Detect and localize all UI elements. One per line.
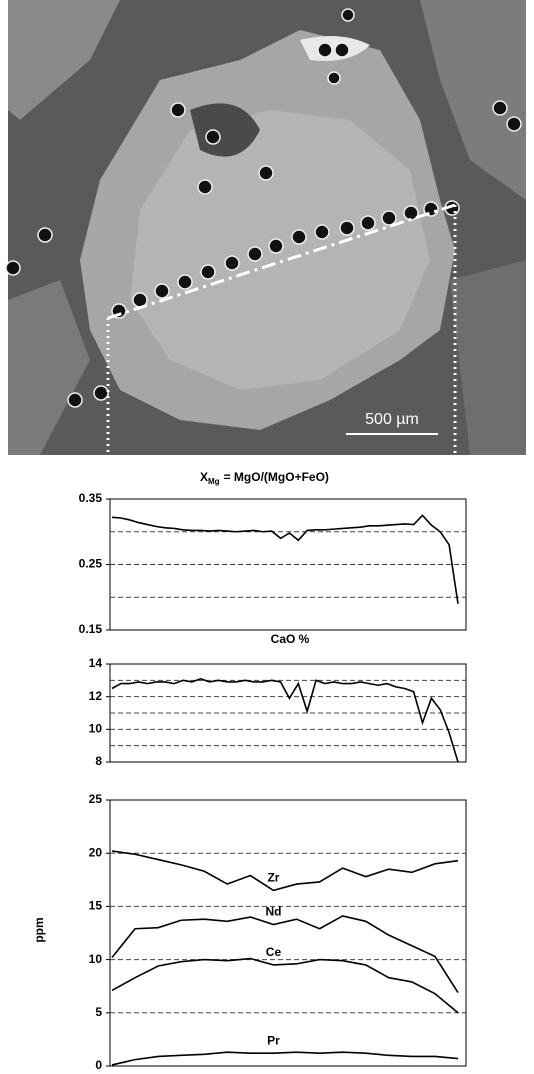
plot-frame (110, 800, 466, 1066)
data-line (112, 959, 458, 1013)
series-label: Zr (267, 871, 279, 885)
sem-image: 500 µm (6, 0, 526, 455)
chart-title: XMg= MgO/(MgO+FeO) (200, 470, 329, 486)
series-label: Pr (267, 1033, 280, 1047)
y-tick-label: 20 (89, 845, 103, 859)
y-tick-label: 5 (95, 1005, 102, 1019)
y-tick-label: 0 (95, 1058, 102, 1072)
y-tick-label: 0.15 (79, 622, 103, 636)
y-tick-label: 15 (89, 899, 103, 913)
y-tick-label: 0.35 (79, 491, 103, 505)
y-axis-label: ppm (32, 917, 46, 942)
y-tick-label: 12 (89, 689, 103, 703)
y-tick-label: 0.25 (79, 557, 103, 571)
y-tick-label: 14 (89, 656, 103, 670)
data-line (112, 851, 458, 890)
series-label: Ce (266, 945, 282, 959)
y-tick-label: 10 (89, 722, 103, 736)
y-tick-label: 8 (95, 754, 102, 768)
data-line (112, 1052, 458, 1065)
scale-bar-label: 500 µm (365, 411, 419, 428)
y-tick-label: 10 (89, 952, 103, 966)
data-line (112, 679, 458, 762)
data-line (112, 515, 458, 603)
series-label: Nd (265, 905, 281, 919)
chart-title: CaO % (271, 632, 310, 646)
y-tick-label: 25 (89, 792, 103, 806)
figure: 500 µm XMg= MgO/(MgO+FeO) CaO % ppm 0.15… (0, 0, 534, 1074)
